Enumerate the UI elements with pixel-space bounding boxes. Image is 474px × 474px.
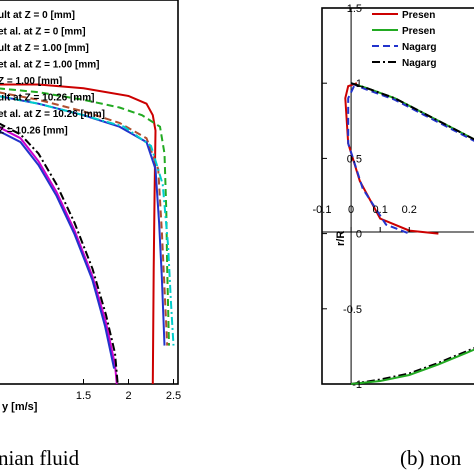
left-series-line-0 [0, 83, 157, 385]
left-series-line-7 [0, 130, 116, 369]
caption-right: (b) non [400, 446, 462, 470]
left-x-tick-label-1: 2 [125, 390, 131, 402]
right-x-tick-label-0: -0.1 [313, 204, 332, 216]
right-x-tick-label-1: 0 [348, 204, 354, 216]
left-legend-entry-3: et al. at Z = 1.00 [mm] [0, 60, 99, 71]
left-x-axis-title: y [m/s] [2, 401, 38, 413]
left-plot-frame [0, 0, 179, 385]
right-y-axis-title: r/R [335, 231, 347, 246]
right-y-tick-label-1: -0.5 [343, 304, 362, 316]
right-plot-frame [321, 7, 474, 385]
right-y-tick-label-2: 0 [356, 229, 362, 241]
left-legend-entry-6: et al. at Z = 10.26 [mm] [0, 109, 105, 120]
right-x-ticks: -0.1 0 0.1 0.2 [313, 204, 417, 232]
right-y-tick-label-5: 1.5 [347, 3, 362, 15]
right-series-line-2 [350, 82, 474, 142]
left-legend-entry-2: ult at Z = 1.00 [mm] [0, 43, 89, 54]
right-legend: Presen Presen Nagarg Nagarg [372, 10, 436, 69]
right-x-tick-label-3: 0.2 [402, 204, 417, 216]
right-series-line-4 [347, 85, 410, 235]
left-x-ticks: 1.5 2 2.5 [76, 379, 181, 402]
caption-left: nian fluid [0, 446, 80, 470]
right-series-group [344, 8, 474, 385]
right-y-tick-label-0: -1 [352, 379, 362, 391]
right-y-tick-label-4: 1 [356, 78, 362, 90]
left-legend-entry-5: ult at Z = 10.26 [mm] [0, 93, 94, 104]
right-series-line-6 [350, 348, 474, 385]
right-series-line-5 [350, 347, 474, 385]
left-series-line-5 [0, 126, 118, 385]
left-series-line-3 [0, 95, 166, 346]
left-x-tick-label-0: 1.5 [76, 390, 91, 402]
left-series-line-6 [0, 122, 119, 385]
left-legend-entry-7: Z = 10.26 [mm] [0, 126, 68, 137]
left-legend-entry-0: ult at Z = 0 [mm] [0, 10, 75, 21]
right-y-tick-label-3: 0.5 [347, 153, 362, 165]
right-legend-entry-2: Nagarg [402, 42, 436, 53]
right-series-line-3 [350, 82, 474, 141]
chart-left: ult at Z = 0 [mm] et al. at Z = 0 [mm] ult… [0, 0, 181, 413]
left-series-line-4 [0, 95, 175, 346]
right-legend-entry-0: Presen [402, 10, 435, 21]
left-series-group [0, 83, 175, 385]
left-legend: ult at Z = 0 [mm] et al. at Z = 0 [mm] ult… [0, 10, 105, 137]
right-series-line-1 [350, 82, 474, 141]
right-x-tick-label-2: 0.1 [373, 204, 388, 216]
right-legend-entry-1: Presen [402, 26, 435, 37]
left-series-line-2 [0, 91, 169, 346]
right-legend-entry-3: Nagarg [402, 58, 436, 69]
left-legend-entry-4: Z = 1.00 [mm] [0, 76, 62, 87]
left-x-tick-label-2: 2.5 [166, 390, 181, 402]
left-legend-entry-1: et al. at Z = 0 [mm] [0, 27, 86, 38]
right-y-ticks: -1 -0.5 0 0.5 1 1.5 [322, 3, 362, 391]
